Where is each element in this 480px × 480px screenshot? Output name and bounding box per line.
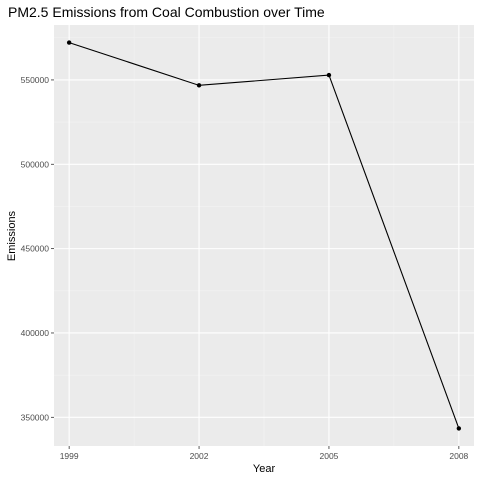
y-tick-labels: 350000 400000 450000 500000 550000 xyxy=(21,75,50,422)
data-point xyxy=(456,426,462,431)
y-tick-label: 350000 xyxy=(21,412,50,422)
x-tick-label: 2002 xyxy=(190,451,209,461)
series-layer xyxy=(66,40,462,431)
x-tick-label: 1999 xyxy=(60,451,79,461)
minor-gridlines xyxy=(54,25,474,446)
data-point xyxy=(326,72,332,78)
y-tick-label: 550000 xyxy=(21,75,50,85)
x-axis-title: Year xyxy=(253,463,276,475)
x-tick-label: 2005 xyxy=(319,451,338,461)
y-axis-title: Emissions xyxy=(6,210,18,261)
y-tick-label: 500000 xyxy=(21,159,50,169)
axis-ticks xyxy=(51,79,460,449)
series-line xyxy=(68,42,460,429)
data-point xyxy=(66,40,72,45)
x-tick-label: 2008 xyxy=(449,451,468,461)
major-gridlines xyxy=(54,25,474,446)
y-tick-label: 400000 xyxy=(21,328,50,338)
chart-title: PM2.5 Emissions from Coal Combustion ove… xyxy=(8,4,325,20)
y-tick-label: 450000 xyxy=(21,244,50,254)
x-tick-labels: 1999 2002 2005 2008 xyxy=(60,451,469,461)
data-point xyxy=(196,83,202,88)
